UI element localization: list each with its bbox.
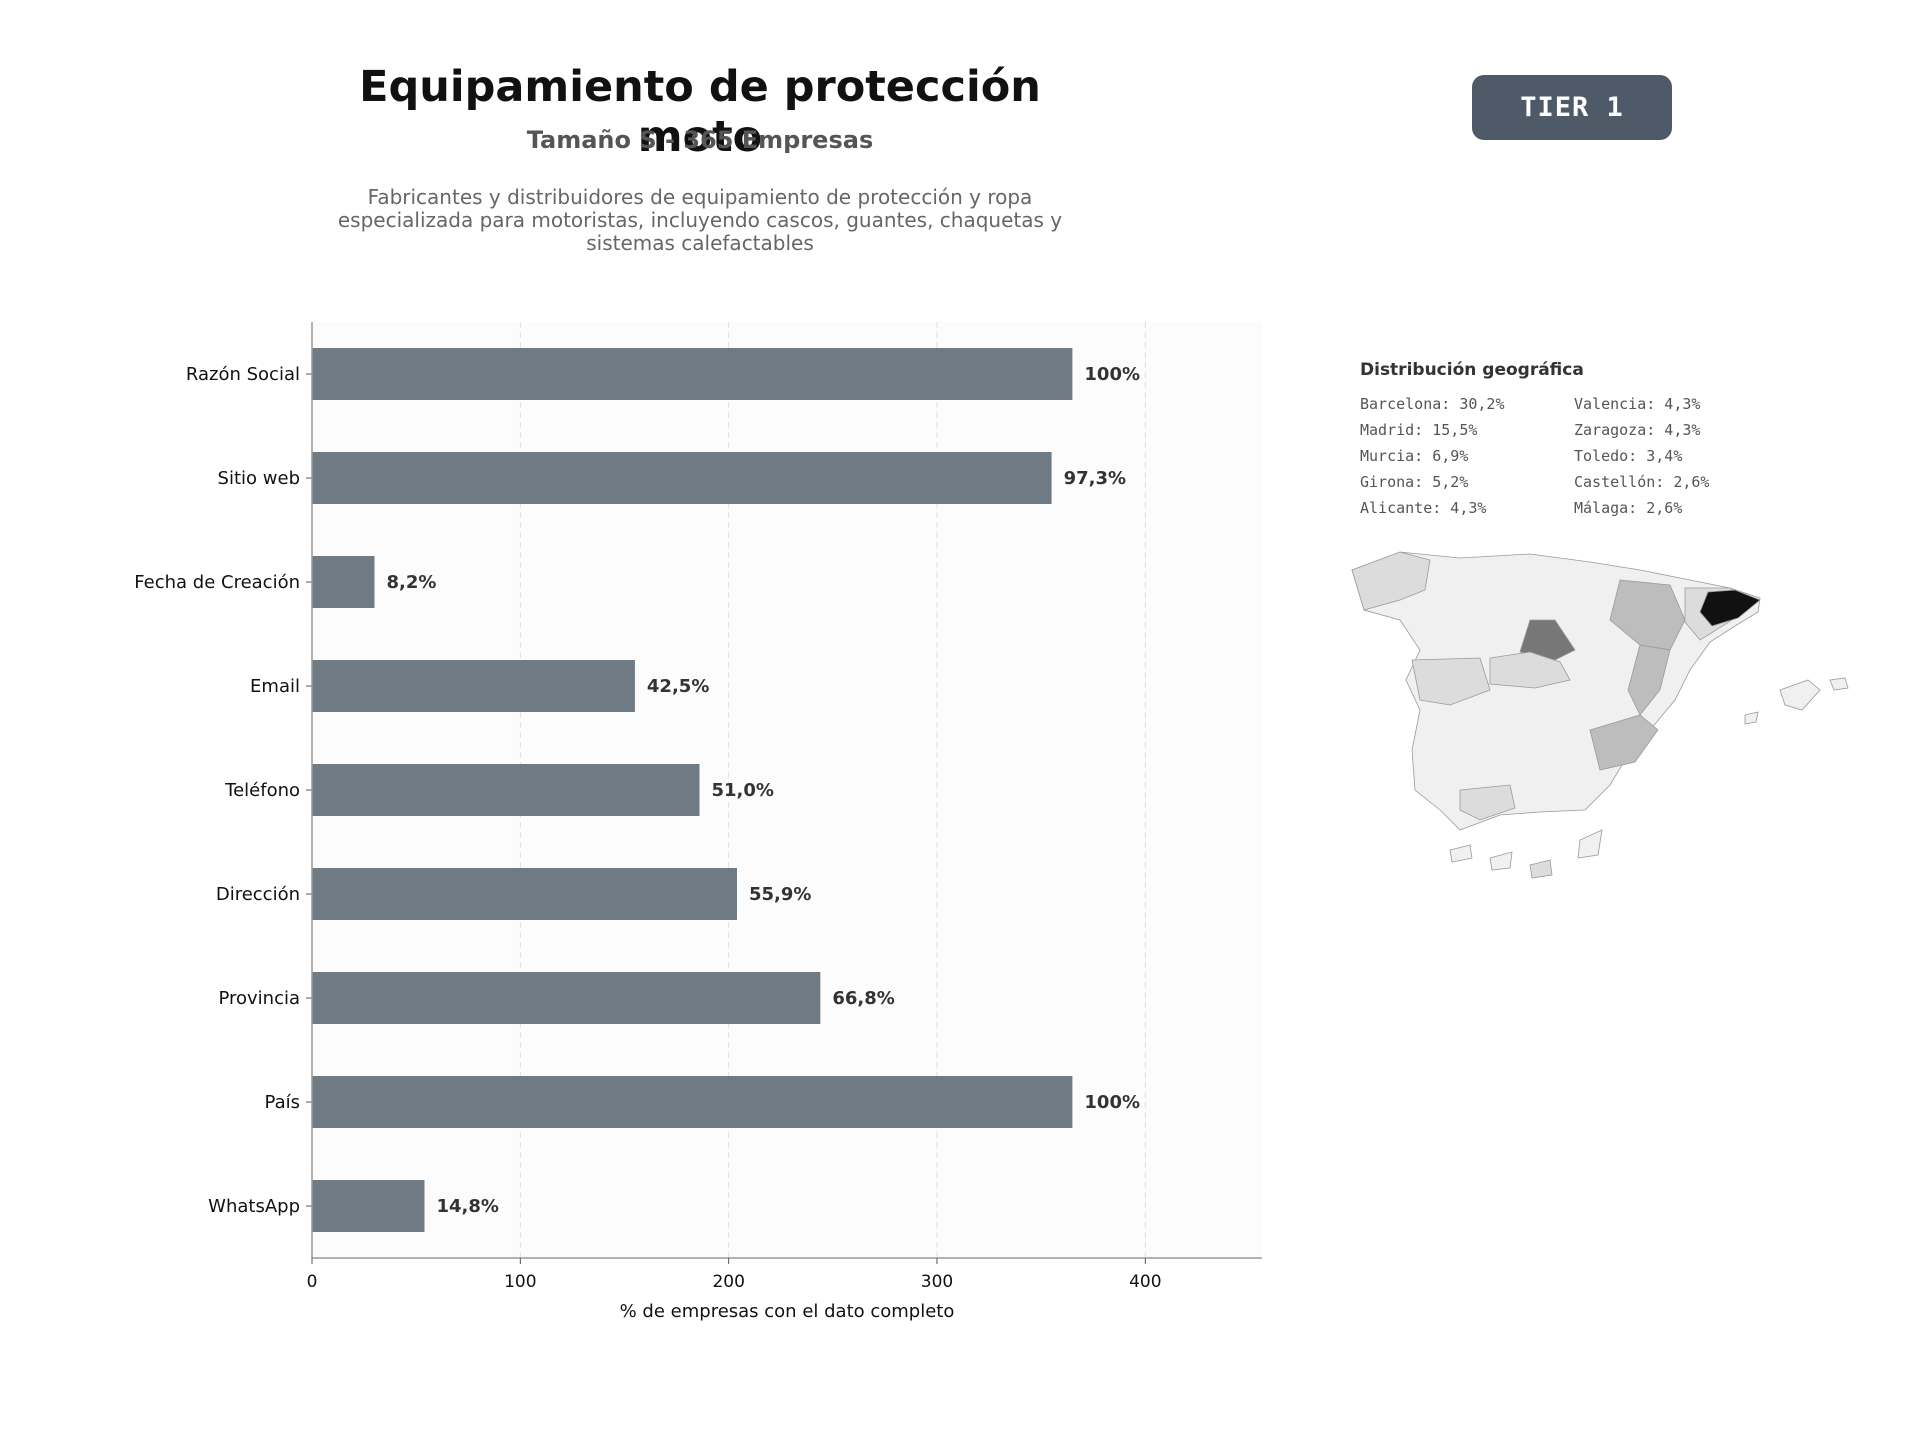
bar-value-label: 14,8% [437,1196,499,1217]
bar-value-label: 66,8% [832,988,894,1009]
tier-badge: TIER 1 [1472,75,1672,140]
geo-list: Barcelona: 30,2% Valencia: 4,3% Madrid: … [1360,394,1780,518]
murcia-shape [1589,714,1659,771]
category-label: WhatsApp [208,1196,300,1217]
geo-distribution-panel: Distribución geográfica Barcelona: 30,2%… [1360,360,1780,518]
menorca-shape [1829,677,1849,691]
barcelona-shape [1699,589,1761,627]
bar [312,660,635,712]
bar-value-label: 55,9% [749,884,811,905]
bar-value-label: 100% [1084,364,1140,385]
page-title: Equipamiento de protección moto [359,62,1041,162]
x-axis-label: % de empresas con el dato completo [620,1301,955,1322]
category-label: Sitio web [218,468,300,489]
toledo-shape [1489,651,1571,689]
galicia-shape [1351,551,1431,611]
category-label: Razón Social [186,364,300,385]
canary-2-shape [1489,851,1513,871]
bar [312,452,1052,504]
geo-item: Alicante: 4,3% [1360,499,1487,517]
geo-item: Castellón: 2,6% [1574,473,1710,491]
bar [312,972,821,1024]
bar [312,1180,425,1232]
category-label: País [265,1092,300,1113]
x-tick-label: 100 [504,1272,536,1292]
category-label: Email [250,676,300,697]
bar [312,1076,1073,1128]
x-tick-label: 200 [712,1272,744,1292]
geo-item: Málaga: 2,6% [1574,499,1683,517]
bar [312,556,375,608]
geo-item: Valencia: 4,3% [1574,395,1701,413]
canary-3-shape [1529,859,1553,879]
bar-value-label: 51,0% [712,780,774,801]
spain-map [1351,551,1849,879]
geo-item: Barcelona: 30,2% [1360,395,1505,413]
geo-item: Girona: 5,2% [1360,473,1469,491]
bar [312,348,1073,400]
geo-item: Madrid: 15,5% [1360,421,1478,439]
bar [312,868,737,920]
bar-value-label: 100% [1084,1092,1140,1113]
bar-value-label: 42,5% [647,676,709,697]
x-tick-label: 0 [307,1272,318,1292]
x-tick-label: 300 [921,1272,953,1292]
page-subtitle: Tamaño S - 365 Empresas [526,126,874,154]
canary-4-shape [1577,829,1603,859]
madrid-shape [1519,619,1576,661]
category-label: Dirección [216,884,300,905]
bar-value-label: 97,3% [1064,468,1126,489]
x-tick-label: 400 [1129,1272,1161,1292]
page-description: Fabricantes y distribuidores de equipami… [337,185,1063,255]
geo-item: Zaragoza: 4,3% [1574,421,1701,439]
ibiza-shape [1744,711,1759,725]
geo-item: Toledo: 3,4% [1574,447,1683,465]
category-label: Teléfono [224,780,300,801]
category-label: Provincia [218,988,300,1009]
canary-1-shape [1449,844,1473,863]
bar [312,764,700,816]
valencia-shape [1627,644,1671,716]
malaga-shape [1459,784,1516,821]
balearic-shape [1779,679,1821,711]
geo-title: Distribución geográfica [1360,360,1584,380]
bar-value-label: 8,2% [387,572,437,593]
category-label: Fecha de Creación [134,572,300,593]
extremadura-shape [1411,657,1491,706]
bar-chart: 100% Razón Social 97,3% Sitio web 8,2% Fecha … [134,322,1262,1322]
geo-item: Murcia: 6,9% [1360,447,1469,465]
